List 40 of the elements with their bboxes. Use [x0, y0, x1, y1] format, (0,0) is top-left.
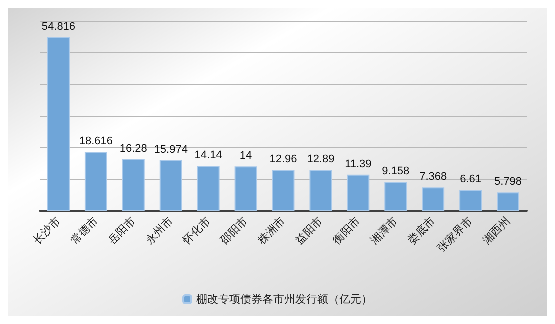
data-label: 9.158 — [382, 166, 410, 178]
x-tick-label: 株洲市 — [254, 214, 288, 248]
bar — [272, 170, 295, 211]
data-label: 12.96 — [270, 153, 298, 166]
x-tick-label: 张家界市 — [435, 214, 476, 255]
data-label: 11.39 — [345, 158, 372, 170]
data-label: 54.816 — [42, 20, 76, 33]
data-label: 14 — [240, 150, 252, 162]
bar — [47, 37, 70, 211]
bar — [122, 159, 145, 211]
data-label: 15.974 — [154, 144, 188, 156]
x-tick-label: 湘潭市 — [368, 214, 400, 247]
bar — [160, 160, 182, 211]
data-label: 18.616 — [79, 136, 114, 148]
legend-label: 棚改专项债券各市州发行额（亿元） — [196, 293, 372, 306]
data-label: 16.28 — [120, 142, 148, 155]
x-tick-label: 娄底市 — [405, 214, 438, 247]
x-tick-label: 邵阳市 — [218, 214, 251, 247]
bar — [347, 174, 370, 211]
data-label: 6.61 — [460, 174, 482, 186]
bar — [384, 182, 408, 211]
x-tick-label: 永州市 — [143, 214, 176, 247]
x-tick-label: 常德市 — [68, 214, 101, 247]
x-tick-label: 长沙市 — [30, 214, 64, 247]
x-tick-label: 岳阳市 — [106, 214, 138, 247]
bar — [497, 192, 520, 211]
x-tick-label: 衡阳市 — [330, 214, 364, 247]
data-label: 12.89 — [307, 154, 335, 166]
data-label: 5.798 — [494, 176, 522, 188]
bar — [84, 152, 108, 211]
data-label: 14.14 — [194, 150, 222, 162]
data-label: 7.368 — [420, 171, 448, 184]
x-tick-label: 湘西州 — [480, 214, 513, 247]
bar — [310, 170, 332, 211]
bar — [234, 166, 258, 211]
bar — [197, 166, 220, 211]
bar — [460, 190, 482, 211]
x-tick-label: 怀化市 — [180, 214, 214, 248]
x-tick-label: 益阳市 — [293, 214, 326, 247]
bar — [422, 188, 445, 211]
